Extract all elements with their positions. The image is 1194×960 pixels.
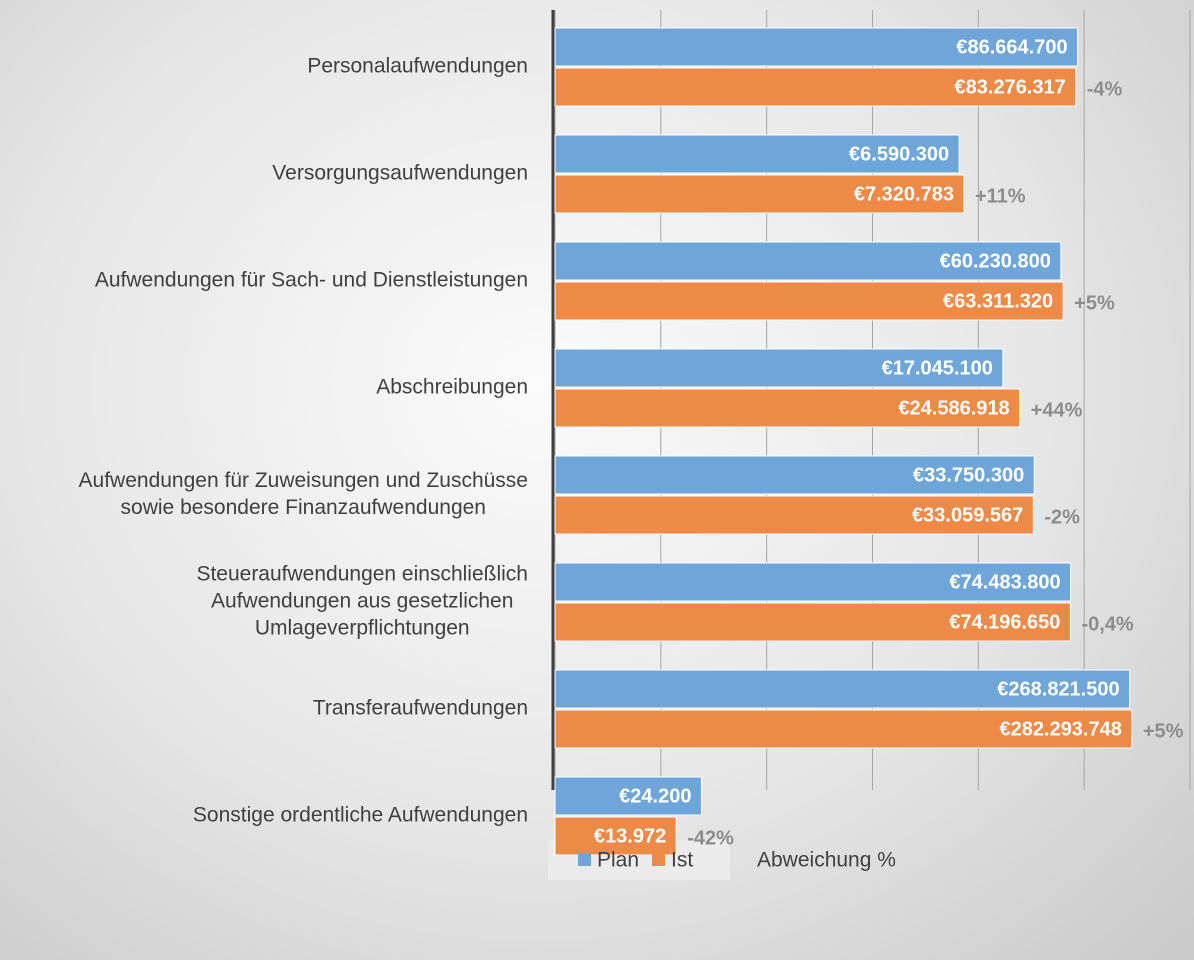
value-label: €13.972	[594, 825, 666, 847]
value-label: €7.320.783	[854, 183, 954, 205]
legend-label: Plan	[597, 849, 639, 872]
deviation-label: -42%	[687, 827, 734, 849]
deviation-label: +5%	[1074, 292, 1115, 314]
value-label: €33.750.300	[913, 464, 1024, 486]
deviation-label: +11%	[975, 185, 1026, 207]
value-label: €6.590.300	[849, 143, 949, 165]
category-label: Abschreibungen	[376, 375, 528, 399]
bar	[554, 816, 677, 856]
category-label: Sonstige ordentliche Aufwendungen	[192, 803, 528, 827]
value-label: €63.311.320	[943, 290, 1053, 312]
bar	[554, 495, 1034, 535]
value-label: €60.230.800	[940, 250, 1051, 272]
value-label: €74.196.650	[949, 611, 1060, 633]
category-label: Versorgungsaufwendungen	[272, 161, 528, 185]
bar	[554, 134, 960, 174]
category-label: Steueraufwendungen einschließlich Aufwen…	[196, 562, 528, 640]
bar	[554, 174, 965, 214]
bar	[554, 709, 1133, 749]
deviation-label: +44%	[1031, 399, 1083, 421]
bar	[554, 776, 702, 816]
category-label: Personalaufwendungen	[307, 54, 528, 78]
bar	[554, 348, 1004, 388]
deviation-label: -4%	[1087, 78, 1123, 100]
value-label: €86.664.700	[956, 36, 1067, 58]
deviation-label: -0,4%	[1081, 613, 1133, 635]
value-label: €24.200	[619, 785, 691, 807]
value-label: €282.293.748	[1000, 718, 1122, 740]
legend-label: Abweichung %	[757, 849, 896, 872]
category-label: Aufwendungen für Zuweisungen und Zuschüs…	[78, 469, 528, 519]
legend-label: Ist	[671, 849, 693, 872]
category-label: Aufwendungen für Sach- und Dienstleistun…	[94, 268, 528, 292]
bar	[554, 281, 1064, 321]
value-label: €33.059.567	[912, 504, 1023, 526]
deviation-label: -2%	[1044, 506, 1080, 528]
value-label: €17.045.100	[882, 357, 993, 379]
deviation-label: +5%	[1143, 720, 1184, 742]
bar	[554, 602, 1071, 642]
category-label: Transferaufwendungen	[312, 696, 528, 720]
value-label: €268.821.500	[997, 678, 1119, 700]
legend-swatch	[578, 853, 591, 866]
bar	[554, 67, 1077, 107]
bar	[554, 27, 1079, 67]
bar	[554, 455, 1035, 495]
value-label: €74.483.800	[949, 571, 1060, 593]
value-label: €24.586.918	[898, 397, 1009, 419]
bar	[554, 241, 1062, 281]
bar	[554, 562, 1072, 602]
value-label: €83.276.317	[955, 76, 1066, 98]
legend-swatch	[652, 853, 665, 866]
bar	[554, 388, 1021, 428]
bar	[554, 669, 1131, 709]
